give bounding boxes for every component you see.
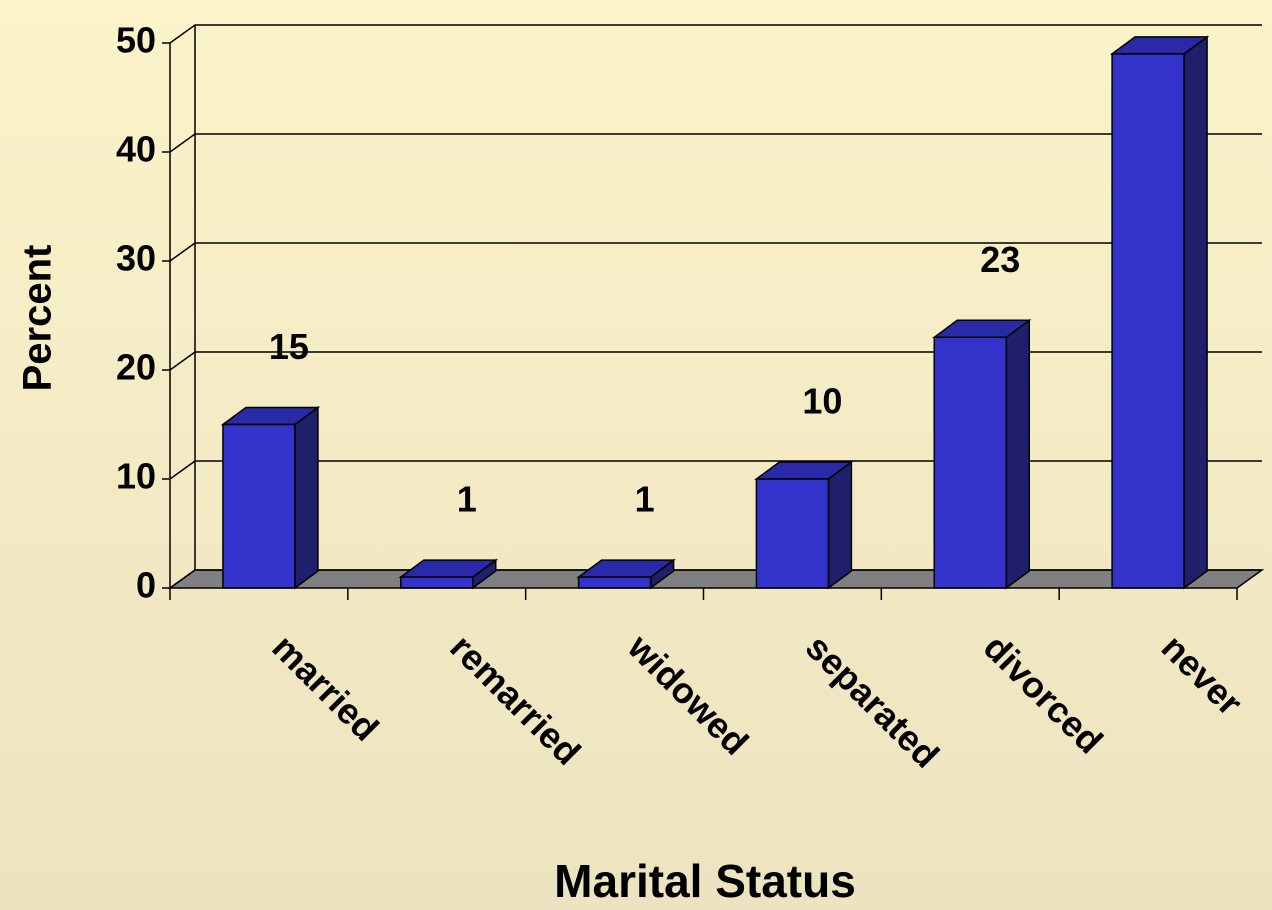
floor xyxy=(167,569,1265,589)
bar xyxy=(222,423,296,589)
y-tick-label: 20 xyxy=(116,347,156,388)
grid-line xyxy=(169,569,1262,589)
grid-line xyxy=(169,24,1262,44)
bar xyxy=(400,576,474,589)
grid-line xyxy=(169,351,1262,371)
value-label: 1 xyxy=(457,479,477,520)
y-tick-label: 10 xyxy=(116,456,156,497)
y-axis-title: Percent xyxy=(16,245,60,392)
y-tick-label: 50 xyxy=(116,20,156,61)
bar-side xyxy=(1183,35,1208,590)
bar xyxy=(755,478,830,589)
grid-line xyxy=(169,133,1262,153)
grid-line xyxy=(169,460,1262,480)
grid-line xyxy=(169,242,1262,262)
bar xyxy=(933,336,1007,589)
x-axis-title: Marital Status xyxy=(554,855,856,907)
bar-side xyxy=(1005,318,1030,590)
y-tick-label: 30 xyxy=(116,238,156,279)
value-label: 15 xyxy=(269,326,309,367)
y-tick-label: 0 xyxy=(136,565,156,606)
value-label: 1 xyxy=(635,479,655,520)
y-tick-label: 40 xyxy=(116,129,156,170)
bar xyxy=(577,576,652,589)
value-label: 23 xyxy=(980,239,1020,280)
bar-side xyxy=(294,406,319,590)
bar-side xyxy=(827,460,853,590)
bar xyxy=(1111,53,1185,589)
value-label: 10 xyxy=(802,381,842,422)
